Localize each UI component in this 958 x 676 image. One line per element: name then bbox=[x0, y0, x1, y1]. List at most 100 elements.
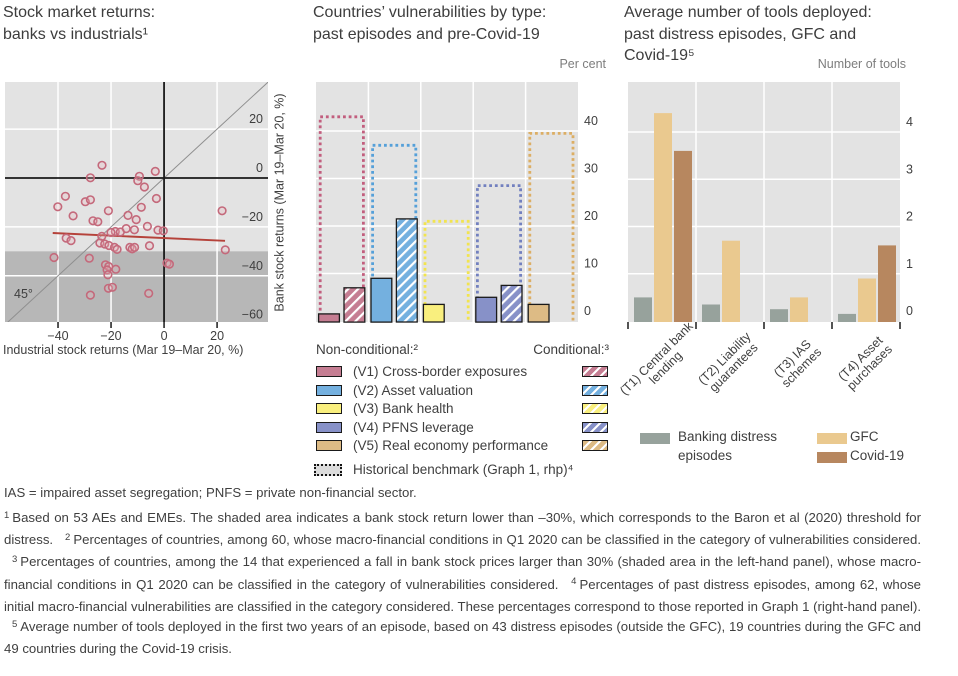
scatter-point bbox=[129, 225, 139, 235]
y-tick-label: 40 bbox=[584, 114, 598, 128]
bar-v4-conditional bbox=[500, 284, 523, 323]
benchmark-outline-v4 bbox=[476, 184, 522, 322]
tools-legend: Banking distress episodes GFC Covid-19 bbox=[628, 425, 928, 475]
legend-label: (V3) Bank health bbox=[353, 401, 454, 417]
scatter-point bbox=[139, 182, 149, 192]
bar-t3-banking-distress bbox=[770, 309, 788, 322]
footnote-superscript-1: 1 bbox=[4, 509, 10, 521]
x-category-label: (T4) Assetpurchases bbox=[835, 333, 895, 393]
bar-t4-banking-distress bbox=[838, 313, 856, 322]
scatter-point bbox=[106, 227, 116, 238]
scatter-point bbox=[49, 252, 59, 263]
bar-v3-non-conditional bbox=[422, 303, 445, 323]
legend-swatch-covid-19 bbox=[817, 452, 847, 463]
legend-swatch-solid-v3 bbox=[316, 403, 342, 415]
scatter-point bbox=[158, 226, 168, 236]
legend-swatch-hatched-v4 bbox=[582, 421, 608, 433]
panel-title-tools: Average number of tools deployed: past d… bbox=[624, 4, 872, 64]
scatter-point bbox=[60, 191, 71, 201]
scatter-point bbox=[68, 211, 78, 221]
legend-swatch-benchmark bbox=[314, 464, 342, 476]
legend-header-non-conditional: Non-conditional:² bbox=[316, 342, 419, 357]
bar-t4-covid-19 bbox=[878, 245, 896, 322]
axis-unit-label-percent: Per cent bbox=[559, 57, 606, 71]
scatter-point bbox=[217, 206, 227, 216]
scatter-point bbox=[142, 221, 152, 231]
scatter-point bbox=[123, 210, 133, 220]
scatter-point bbox=[97, 160, 107, 170]
y-tick-label: 1 bbox=[906, 257, 913, 271]
bar-t3-gfc bbox=[790, 297, 808, 322]
legend-swatch-solid-v4 bbox=[316, 421, 342, 433]
legend-row-benchmark: Historical benchmark (Graph 1, rhp)⁴ bbox=[313, 462, 609, 479]
scatter-point bbox=[144, 241, 155, 251]
diagonal-45-line bbox=[7, 82, 268, 322]
scatter-point bbox=[85, 195, 95, 205]
benchmark-outline-v3 bbox=[423, 219, 470, 322]
y-tick-label: 0 bbox=[584, 304, 591, 318]
panel-title-vulnerabilities: Countries’ vulnerabilities by type: past… bbox=[313, 4, 547, 43]
axis-unit-label-tools: Number of tools bbox=[817, 57, 906, 71]
x-category-label: (T1) Central banklending bbox=[617, 319, 705, 407]
scatter-points bbox=[49, 160, 230, 300]
legend-swatch-solid-v5 bbox=[316, 440, 342, 452]
y-tick-label: −40 bbox=[242, 259, 263, 273]
bar-v5-non-conditional bbox=[527, 303, 550, 323]
legend-label: GFC bbox=[850, 429, 879, 444]
footnote-paragraph: 1 Based on 53 AEs and EMEs. The shaded ar… bbox=[4, 509, 922, 657]
legend-label: (V2) Asset valuation bbox=[353, 382, 474, 398]
scatter-x-axis-title: Industrial stock returns (Mar 19–Mar 20,… bbox=[3, 343, 244, 357]
bar-t1-gfc bbox=[654, 113, 672, 322]
y-tick-label: 0 bbox=[256, 161, 263, 175]
scatter-point bbox=[103, 270, 113, 280]
y-tick-label: 0 bbox=[906, 304, 913, 318]
legend-swatch-solid-v2 bbox=[316, 384, 342, 396]
legend-row-v4: (V4) PFNS leverage bbox=[313, 420, 609, 437]
legend-row-v5: (V5) Real economy performance bbox=[313, 438, 609, 455]
bar-v4-non-conditional bbox=[475, 296, 498, 323]
legend-swatch-hatched-v2 bbox=[582, 384, 608, 396]
legend-label-benchmark: Historical benchmark (Graph 1, rhp)⁴ bbox=[353, 462, 574, 477]
y-tick-label: −20 bbox=[242, 210, 263, 224]
legend-swatch-hatched-v1 bbox=[582, 366, 608, 377]
footnote-superscript-4: 4 bbox=[571, 576, 577, 588]
legend-label: Banking distress episodes bbox=[678, 429, 778, 463]
legend-label: (V5) Real economy performance bbox=[353, 438, 549, 454]
legend-label: (V4) PFNS leverage bbox=[353, 419, 474, 435]
legend-swatch-solid-v1 bbox=[316, 366, 342, 377]
scatter-point bbox=[111, 264, 121, 274]
scatter-point bbox=[220, 245, 230, 255]
legend-label: Covid-19 bbox=[850, 448, 905, 463]
bar-t1-covid-19 bbox=[674, 150, 692, 322]
bar-v1-conditional bbox=[343, 287, 366, 323]
y-tick-label: 3 bbox=[906, 162, 913, 176]
scatter-point bbox=[115, 227, 125, 237]
scatter-point bbox=[85, 173, 95, 183]
panel-title-scatter: Stock market returns: banks vs industria… bbox=[3, 4, 156, 43]
x-tick-label: 0 bbox=[161, 329, 168, 343]
x-tick-label: −20 bbox=[100, 329, 121, 343]
scatter-point bbox=[61, 233, 71, 243]
y-tick-label: 10 bbox=[584, 257, 598, 271]
footnote-abbreviations: IAS = impaired asset segregation; PNFS =… bbox=[4, 485, 417, 500]
scatter-point bbox=[112, 244, 122, 254]
scatter-point bbox=[150, 166, 160, 176]
scatter-point bbox=[93, 217, 103, 227]
bar-v2-non-conditional bbox=[370, 277, 393, 323]
distress-shaded-area bbox=[5, 251, 268, 322]
legend-swatch-banking-distress bbox=[640, 433, 670, 444]
legend-swatch-gfc bbox=[817, 433, 847, 444]
trend-line bbox=[52, 232, 226, 242]
scatter-point bbox=[130, 242, 140, 252]
vulnerabilities-bar-chart: 0 10 20 30 40 bbox=[316, 82, 598, 323]
scatter-chart: 45° 20 0 −20 −40 −60 −40 −20 0 20 bbox=[5, 82, 268, 343]
legend-row-v1: (V1) Cross-border exposures bbox=[313, 364, 609, 381]
tools-bar-chart: (T1) Central banklending (T2) Liabilitygu… bbox=[617, 82, 913, 407]
diagonal-45-label: 45° bbox=[14, 287, 33, 301]
footnote-superscript-5: 5 bbox=[12, 618, 18, 630]
scatter-point bbox=[136, 202, 146, 212]
scatter-point bbox=[84, 253, 94, 263]
plot-background bbox=[316, 82, 578, 322]
benchmark-outline-v5 bbox=[528, 132, 575, 322]
bar-t2-gfc bbox=[722, 240, 740, 322]
